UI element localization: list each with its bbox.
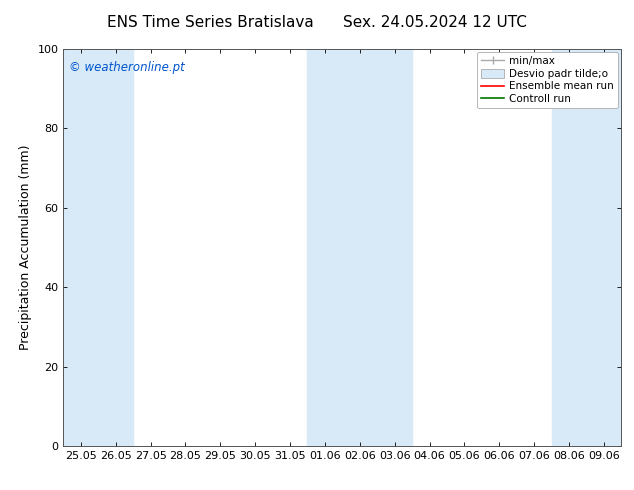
Text: ENS Time Series Bratislava      Sex. 24.05.2024 12 UTC: ENS Time Series Bratislava Sex. 24.05.20… [107, 15, 527, 30]
Text: © weatheronline.pt: © weatheronline.pt [69, 61, 184, 74]
Legend: min/max, Desvio padr tilde;o, Ensemble mean run, Controll run: min/max, Desvio padr tilde;o, Ensemble m… [477, 52, 618, 108]
Bar [63, 49, 133, 446]
Bar [552, 49, 621, 446]
Bar [307, 49, 412, 446]
Y-axis label: Precipitation Accumulation (mm): Precipitation Accumulation (mm) [19, 145, 32, 350]
